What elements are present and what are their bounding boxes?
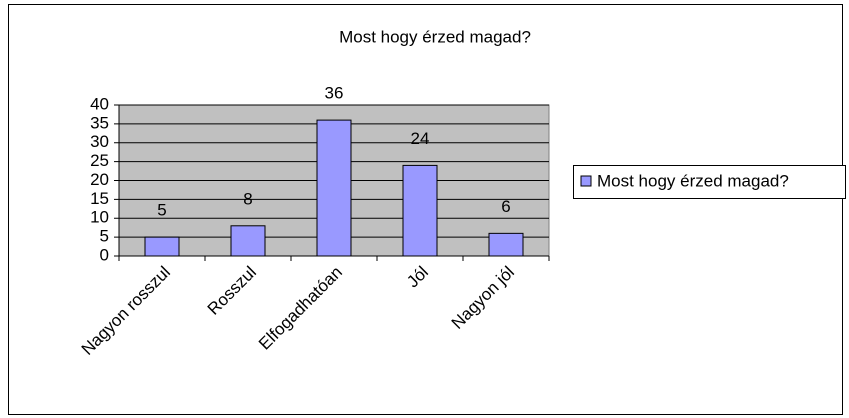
- legend-box: [573, 165, 846, 199]
- y-tick-label: 0: [100, 245, 109, 264]
- data-label: 36: [325, 84, 344, 103]
- y-tick-label: 40: [90, 94, 109, 113]
- y-tick-label: 35: [90, 113, 109, 132]
- y-tick-label: 15: [90, 189, 109, 208]
- chart-title: Most hogy érzed magad?: [339, 27, 531, 46]
- data-label: 5: [157, 201, 166, 220]
- y-tick-label: 10: [90, 208, 109, 227]
- y-tick-label: 20: [90, 170, 109, 189]
- y-tick-label: 5: [100, 227, 109, 246]
- legend-label: Most hogy érzed magad?: [597, 171, 789, 190]
- data-label: 6: [501, 197, 510, 216]
- bar: [488, 232, 524, 257]
- bar: [316, 119, 352, 257]
- bar: [230, 225, 266, 257]
- data-label: 8: [243, 189, 252, 208]
- bar: [144, 236, 180, 257]
- bar: [402, 164, 438, 257]
- legend-swatch: [580, 175, 592, 187]
- data-label: 24: [411, 129, 430, 148]
- y-tick-label: 25: [90, 151, 109, 170]
- y-tick-label: 30: [90, 132, 109, 151]
